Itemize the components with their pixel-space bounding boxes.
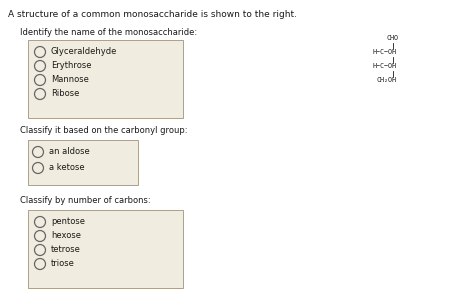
- Text: an aldose: an aldose: [49, 147, 90, 157]
- Text: A structure of a common monosaccharide is shown to the right.: A structure of a common monosaccharide i…: [8, 10, 297, 19]
- Text: H−C−OH: H−C−OH: [373, 49, 397, 55]
- Text: Glyceraldehyde: Glyceraldehyde: [51, 48, 118, 57]
- Text: triose: triose: [51, 259, 75, 268]
- FancyBboxPatch shape: [28, 140, 138, 185]
- Text: Erythrose: Erythrose: [51, 61, 91, 70]
- Text: a ketose: a ketose: [49, 163, 85, 172]
- Text: CH₂OH: CH₂OH: [377, 77, 397, 83]
- Text: Ribose: Ribose: [51, 89, 79, 98]
- Text: tetrose: tetrose: [51, 246, 81, 255]
- Text: hexose: hexose: [51, 231, 81, 240]
- Text: Classify by number of carbons:: Classify by number of carbons:: [20, 196, 151, 205]
- Text: Mannose: Mannose: [51, 76, 89, 85]
- FancyBboxPatch shape: [28, 40, 183, 118]
- Text: Identify the name of the monosaccharide:: Identify the name of the monosaccharide:: [20, 28, 197, 37]
- Text: Classify it based on the carbonyl group:: Classify it based on the carbonyl group:: [20, 126, 188, 135]
- Text: pentose: pentose: [51, 218, 85, 226]
- Text: H−C−OH: H−C−OH: [373, 63, 397, 69]
- FancyBboxPatch shape: [28, 210, 183, 288]
- Text: CHO: CHO: [387, 35, 399, 41]
